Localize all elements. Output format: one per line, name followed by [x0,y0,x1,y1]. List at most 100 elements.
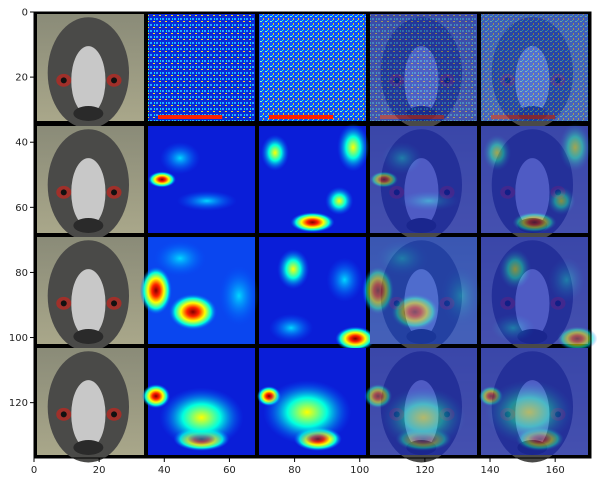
heatmap-overlay [481,237,598,351]
overlay-tint [481,126,588,233]
heat-blob [362,266,394,315]
y-tick-label: 60 [15,203,28,214]
bird-beak [73,106,104,121]
heat-blob [440,265,481,326]
heat-blob [148,171,176,188]
heatmap-background [481,14,588,121]
heat-blob [159,387,244,448]
bird-beak [73,440,104,456]
heat-blob [364,384,392,409]
heat-blob [491,313,536,342]
grid-cell-photo [37,237,144,352]
grid-cell-heatmap-coarser-1 [142,348,255,455]
heat-edge-band [269,115,334,119]
x-tick-label: 140 [480,465,499,476]
overlay-tint [370,237,477,344]
heat-blob [325,186,354,215]
image-grid [37,14,598,463]
heat-blob [557,326,598,351]
grid-cell-overlay-coarse-2 [481,237,598,352]
heat-blob [335,326,376,351]
left-pupil [60,189,67,196]
overlay-tint [481,14,588,121]
heatmap-background [259,14,366,121]
heatmap-background [370,14,477,121]
heat-blob [337,123,370,172]
heatmap-overlay [370,14,477,121]
overlay-tint [370,126,477,233]
x-tick-label: 160 [546,465,565,476]
left-pupil [60,411,67,418]
heat-blob [176,190,237,211]
grid-cell-heatmap-fine-2 [259,14,366,121]
heatmap-overlay [481,123,592,233]
x-tick-label: 100 [350,465,369,476]
grid-cell-photo [37,14,144,129]
heat-blob [160,142,201,175]
right-pupil [111,189,118,196]
heat-blob [326,257,363,302]
x-tick-label: 40 [158,465,171,476]
heatmap-overlay [481,14,588,121]
heat-blob [483,134,512,171]
heat-blob [290,212,335,233]
grid-cell-overlay-coarser-2 [479,348,588,463]
heat-edge-band [380,115,445,119]
y-tick-label: 20 [15,73,28,84]
grid-cell-overlay-coarser-1 [364,348,477,463]
grid-cell-heatmap-mid-2 [259,123,370,233]
grid-cell-overlay-mid-2 [481,123,592,241]
heat-blob [269,313,314,342]
bird-face-patch [71,269,106,338]
y-tick-label: 100 [9,333,28,344]
y-tick-label: 80 [15,268,28,279]
x-tick-label: 80 [288,465,301,476]
x-tick-label: 120 [415,465,434,476]
bird-beak [73,329,104,345]
right-pupil [111,411,118,418]
grid-cell-heatmap-coarse-1 [140,237,259,344]
bird-face-patch [71,158,106,227]
grid-cell-overlay-fine-1 [370,14,477,129]
heat-blob [140,266,172,315]
y-tick-label: 40 [15,138,28,149]
heat-blob [261,134,290,171]
x-tick-label: 0 [31,465,37,476]
heat-blob [559,123,592,172]
heat-blob [142,384,170,409]
heat-blob [382,142,423,175]
bird-beak [73,218,104,233]
heat-blob [168,293,217,330]
overlay-tint [370,348,477,455]
y-axis: 0 20 40 60 80 100 120 [9,8,34,409]
heatmap-overlay [364,348,477,455]
heat-blob [547,186,576,215]
y-tick-label: 120 [9,398,28,409]
heat-blob [154,240,207,277]
axes-frame [33,11,592,459]
overlay-tint [481,348,588,455]
grid-cell-overlay-fine-2 [481,14,588,129]
heatmap-overlay [370,126,477,233]
heat-edge-band [491,115,556,119]
grid-cell-heatmap-coarser-2 [257,348,366,455]
left-pupil [60,300,67,307]
heat-blob [277,249,310,290]
heat-blob [218,265,259,326]
grid-cell-heatmap-mid-1 [148,126,255,233]
heat-blob [548,257,585,302]
overlay-tint [481,237,588,344]
right-pupil [111,300,118,307]
x-axis: 0 20 40 60 80 100 120 140 160 [31,458,565,476]
grid-cell-heatmap-coarse-2 [259,237,376,351]
heat-blob [512,212,557,233]
left-pupil [60,77,67,84]
y-tick-label: 0 [22,8,28,19]
grid-cell-photo [37,348,144,463]
heat-blob [390,293,439,330]
heatmap-overlay [479,348,588,455]
grid-cell-photo [37,126,144,241]
grid-cell-overlay-coarse-1 [362,237,481,352]
grid-cell-heatmap-fine-1 [148,14,255,121]
